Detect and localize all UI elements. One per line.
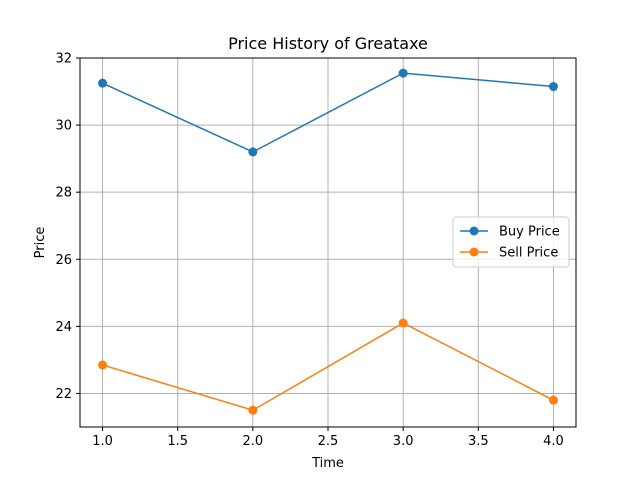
data-point-sell-price [548, 395, 558, 405]
legend-label-sell-price: Sell Price [499, 246, 558, 261]
data-point-sell-price [248, 405, 258, 415]
x-tick-label: 3.5 [468, 434, 489, 449]
y-tick-label: 22 [55, 387, 72, 402]
y-tick-label: 30 [55, 119, 72, 134]
data-point-sell-price [98, 360, 108, 370]
data-point-buy-price [398, 68, 408, 78]
chart-title: Price History of Greataxe [228, 34, 428, 53]
series-line-sell-price [102, 322, 554, 412]
data-point-sell-price [398, 318, 408, 328]
legend-marker-buy-price [469, 226, 479, 236]
y-tick-label: 32 [55, 52, 72, 67]
x-tick-label: 2.5 [318, 434, 339, 449]
x-tick-label: 3.0 [393, 434, 414, 449]
y-tick-label: 28 [55, 186, 72, 201]
x-axis-label: Time [311, 456, 344, 471]
legend-box [452, 216, 570, 268]
x-tick-label: 4.0 [543, 434, 564, 449]
legend-label-buy-price: Buy Price [499, 225, 560, 240]
series-line-buy-price [102, 72, 554, 153]
series-layer [98, 68, 558, 415]
y-axis-label: Price [33, 227, 48, 259]
legend: Buy Price Sell Price [452, 216, 570, 268]
x-tick-label: 1.5 [167, 434, 188, 449]
y-tick-label: 24 [55, 320, 72, 335]
x-axis: 1.0 1.5 2.0 2.5 3.0 3.5 4.0 [92, 427, 564, 449]
y-axis: 22 24 26 28 30 32 [55, 52, 80, 402]
x-tick-label: 2.0 [243, 434, 264, 449]
y-tick-label: 26 [55, 253, 72, 268]
legend-marker-sell-price [469, 247, 479, 257]
data-point-buy-price [248, 147, 258, 157]
data-point-buy-price [98, 78, 108, 88]
x-tick-label: 1.0 [92, 434, 113, 449]
data-point-buy-price [548, 82, 558, 92]
